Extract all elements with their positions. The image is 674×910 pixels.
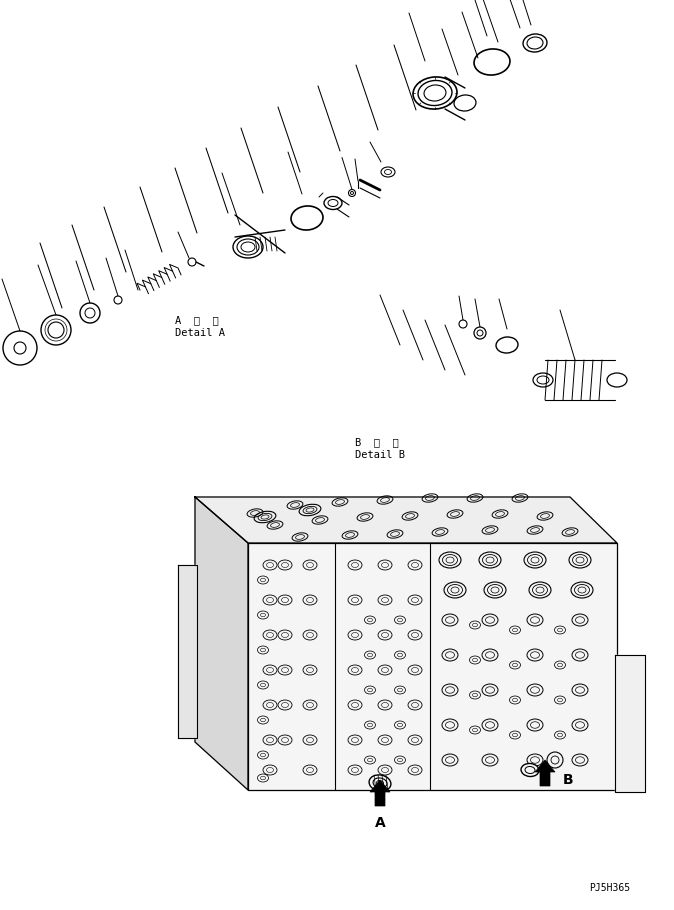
Text: PJ5H365: PJ5H365 bbox=[589, 883, 630, 893]
Ellipse shape bbox=[521, 763, 539, 776]
Text: B  詳  細
Detail B: B 詳 細 Detail B bbox=[355, 437, 405, 460]
Text: A  詳  細
Detail A: A 詳 細 Detail A bbox=[175, 315, 225, 339]
Circle shape bbox=[348, 189, 355, 197]
Polygon shape bbox=[248, 543, 617, 790]
Polygon shape bbox=[178, 565, 197, 738]
Text: A: A bbox=[375, 816, 386, 830]
Polygon shape bbox=[535, 760, 555, 786]
Text: B: B bbox=[563, 773, 574, 787]
Polygon shape bbox=[370, 780, 390, 806]
Polygon shape bbox=[615, 655, 645, 792]
Polygon shape bbox=[195, 497, 248, 790]
Polygon shape bbox=[195, 497, 617, 543]
Ellipse shape bbox=[369, 775, 391, 791]
